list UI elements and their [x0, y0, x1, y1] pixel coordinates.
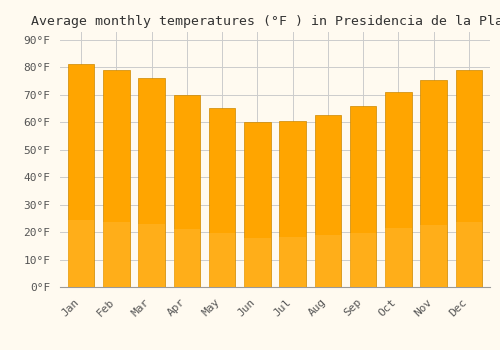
Bar: [174, 229, 200, 287]
Bar: [456, 222, 482, 287]
Title: Average monthly temperatures (°F ) in Presidencia de la Plaza: Average monthly temperatures (°F ) in Pr…: [31, 15, 500, 28]
Bar: [174, 95, 200, 287]
Bar: [314, 115, 341, 287]
Bar: [244, 238, 270, 287]
Bar: [420, 79, 447, 287]
Bar: [103, 222, 130, 287]
Bar: [68, 220, 94, 287]
Bar: [420, 225, 447, 287]
Bar: [314, 236, 341, 287]
Bar: [350, 106, 376, 287]
Bar: [138, 78, 165, 287]
Bar: [244, 122, 270, 287]
Bar: [456, 70, 482, 287]
Bar: [385, 92, 411, 287]
Bar: [280, 121, 306, 287]
Bar: [103, 70, 130, 287]
Bar: [280, 237, 306, 287]
Bar: [209, 233, 236, 287]
Bar: [68, 64, 94, 287]
Bar: [385, 229, 411, 287]
Bar: [350, 233, 376, 287]
Bar: [138, 224, 165, 287]
Bar: [209, 108, 236, 287]
